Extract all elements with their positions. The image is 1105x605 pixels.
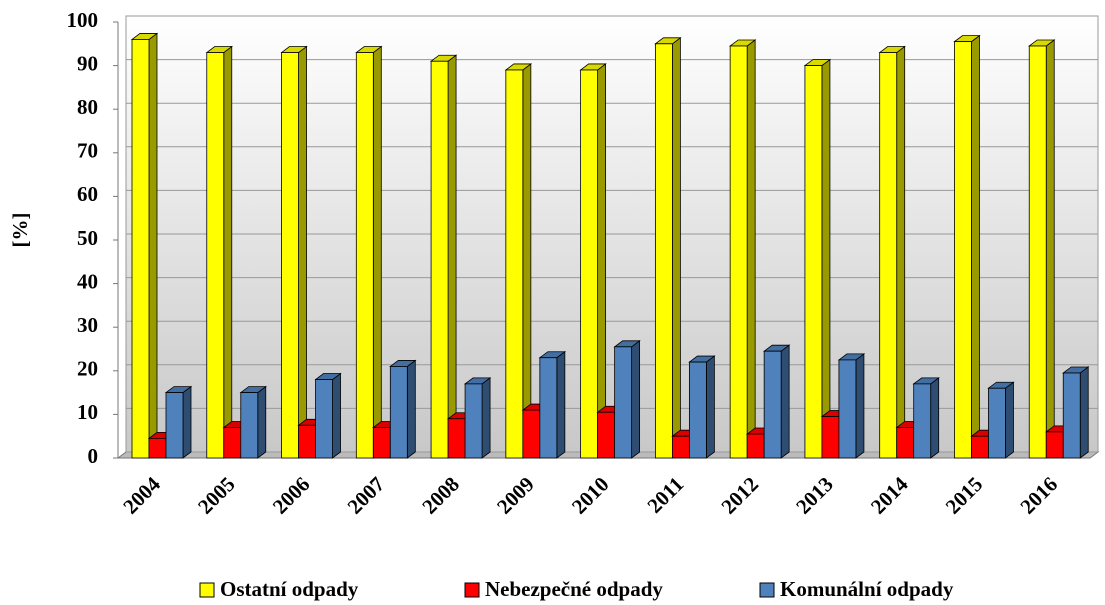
- bar-side: [971, 34, 980, 459]
- x-tick-label: 2009: [492, 472, 539, 519]
- y-tick-label: 60: [77, 182, 98, 206]
- bar-side: [597, 63, 607, 459]
- legend-label: Komunální odpady: [780, 577, 954, 601]
- bar-side: [896, 45, 906, 459]
- y-tick-label: 30: [77, 313, 98, 337]
- x-tick-label: 2012: [716, 472, 763, 519]
- legend-swatch: [759, 582, 775, 598]
- x-tick-label: 2008: [417, 472, 464, 519]
- bar: [614, 346, 633, 459]
- bar: [539, 357, 558, 459]
- x-tick-label: 2005: [193, 472, 240, 519]
- y-tick-label: 90: [77, 51, 98, 75]
- bar: [988, 387, 1006, 459]
- x-tick-label: 2011: [642, 472, 688, 518]
- bar-side: [481, 377, 491, 459]
- x-tick-label: 2007: [343, 472, 390, 519]
- bar: [281, 52, 299, 459]
- bar-side: [182, 385, 192, 459]
- bar-side: [332, 372, 341, 459]
- bar-side: [705, 355, 715, 459]
- bar-side: [930, 377, 940, 459]
- bar: [954, 41, 972, 459]
- bar: [763, 350, 782, 459]
- x-tick-label: 2010: [567, 472, 614, 519]
- bar-side: [372, 45, 382, 459]
- bar-side: [1079, 366, 1089, 459]
- y-tick-label: 20: [77, 357, 98, 381]
- bar: [671, 435, 690, 459]
- y-tick-label: 0: [88, 444, 99, 468]
- bar: [879, 52, 898, 459]
- bar-side: [1005, 381, 1014, 459]
- bar-side: [821, 58, 831, 459]
- bar-side: [447, 54, 457, 459]
- x-tick-label: 2015: [941, 472, 988, 519]
- x-tick-label: 2004: [118, 472, 165, 519]
- bar: [372, 427, 391, 459]
- bar: [1045, 431, 1064, 459]
- bar: [1028, 45, 1047, 459]
- bar: [838, 359, 857, 459]
- bar: [821, 416, 840, 459]
- bar: [746, 433, 765, 459]
- bar: [688, 361, 707, 459]
- bar: [165, 392, 184, 459]
- bar: [522, 409, 541, 459]
- y-tick-label: 40: [77, 269, 98, 293]
- bar: [355, 52, 374, 459]
- bar: [580, 69, 599, 459]
- x-tick-label: 2006: [268, 472, 315, 519]
- bar: [804, 65, 823, 459]
- bar-side: [780, 344, 790, 459]
- bar-side: [522, 63, 532, 459]
- bar-side: [257, 385, 267, 459]
- bar-side: [631, 340, 641, 459]
- bar: [654, 43, 673, 459]
- bar: [971, 435, 989, 459]
- bar: [896, 427, 915, 459]
- bar: [298, 424, 316, 459]
- bar-side: [671, 36, 681, 459]
- x-tick-label: 2016: [1016, 472, 1063, 519]
- bar: [240, 392, 259, 459]
- bar-side: [556, 350, 566, 459]
- bar: [597, 411, 616, 459]
- bar: [729, 45, 748, 459]
- bar-side: [746, 39, 756, 459]
- bar: [1062, 372, 1081, 459]
- bar-side: [298, 45, 307, 459]
- bar: [430, 60, 449, 459]
- legend-swatch: [199, 582, 215, 598]
- y-tick-label: 100: [67, 8, 99, 32]
- bar-side: [1045, 39, 1055, 459]
- bar: [131, 39, 150, 459]
- x-tick-label: 2013: [791, 472, 838, 519]
- legend-swatch: [464, 582, 480, 598]
- bar: [913, 383, 932, 459]
- legend-label: Nebezpečné odpady: [485, 577, 663, 601]
- y-axis-label: [%]: [8, 213, 32, 248]
- bar: [389, 366, 408, 459]
- bar: [447, 418, 466, 459]
- y-tick-label: 10: [77, 400, 98, 424]
- bar: [505, 69, 524, 459]
- y-tick-label: 80: [77, 95, 98, 119]
- y-tick-label: 70: [77, 139, 98, 163]
- bar: [148, 437, 167, 459]
- bar: [315, 379, 333, 459]
- bar: [206, 52, 225, 459]
- bar-side: [855, 353, 865, 459]
- bar-side: [406, 359, 416, 459]
- bar: [464, 383, 483, 459]
- x-tick-label: 2014: [866, 472, 913, 519]
- bar-side: [223, 45, 233, 459]
- legend-label: Ostatní odpady: [220, 577, 359, 601]
- bar-side: [148, 32, 158, 459]
- y-tick-label: 50: [77, 226, 98, 250]
- bar: [223, 427, 242, 459]
